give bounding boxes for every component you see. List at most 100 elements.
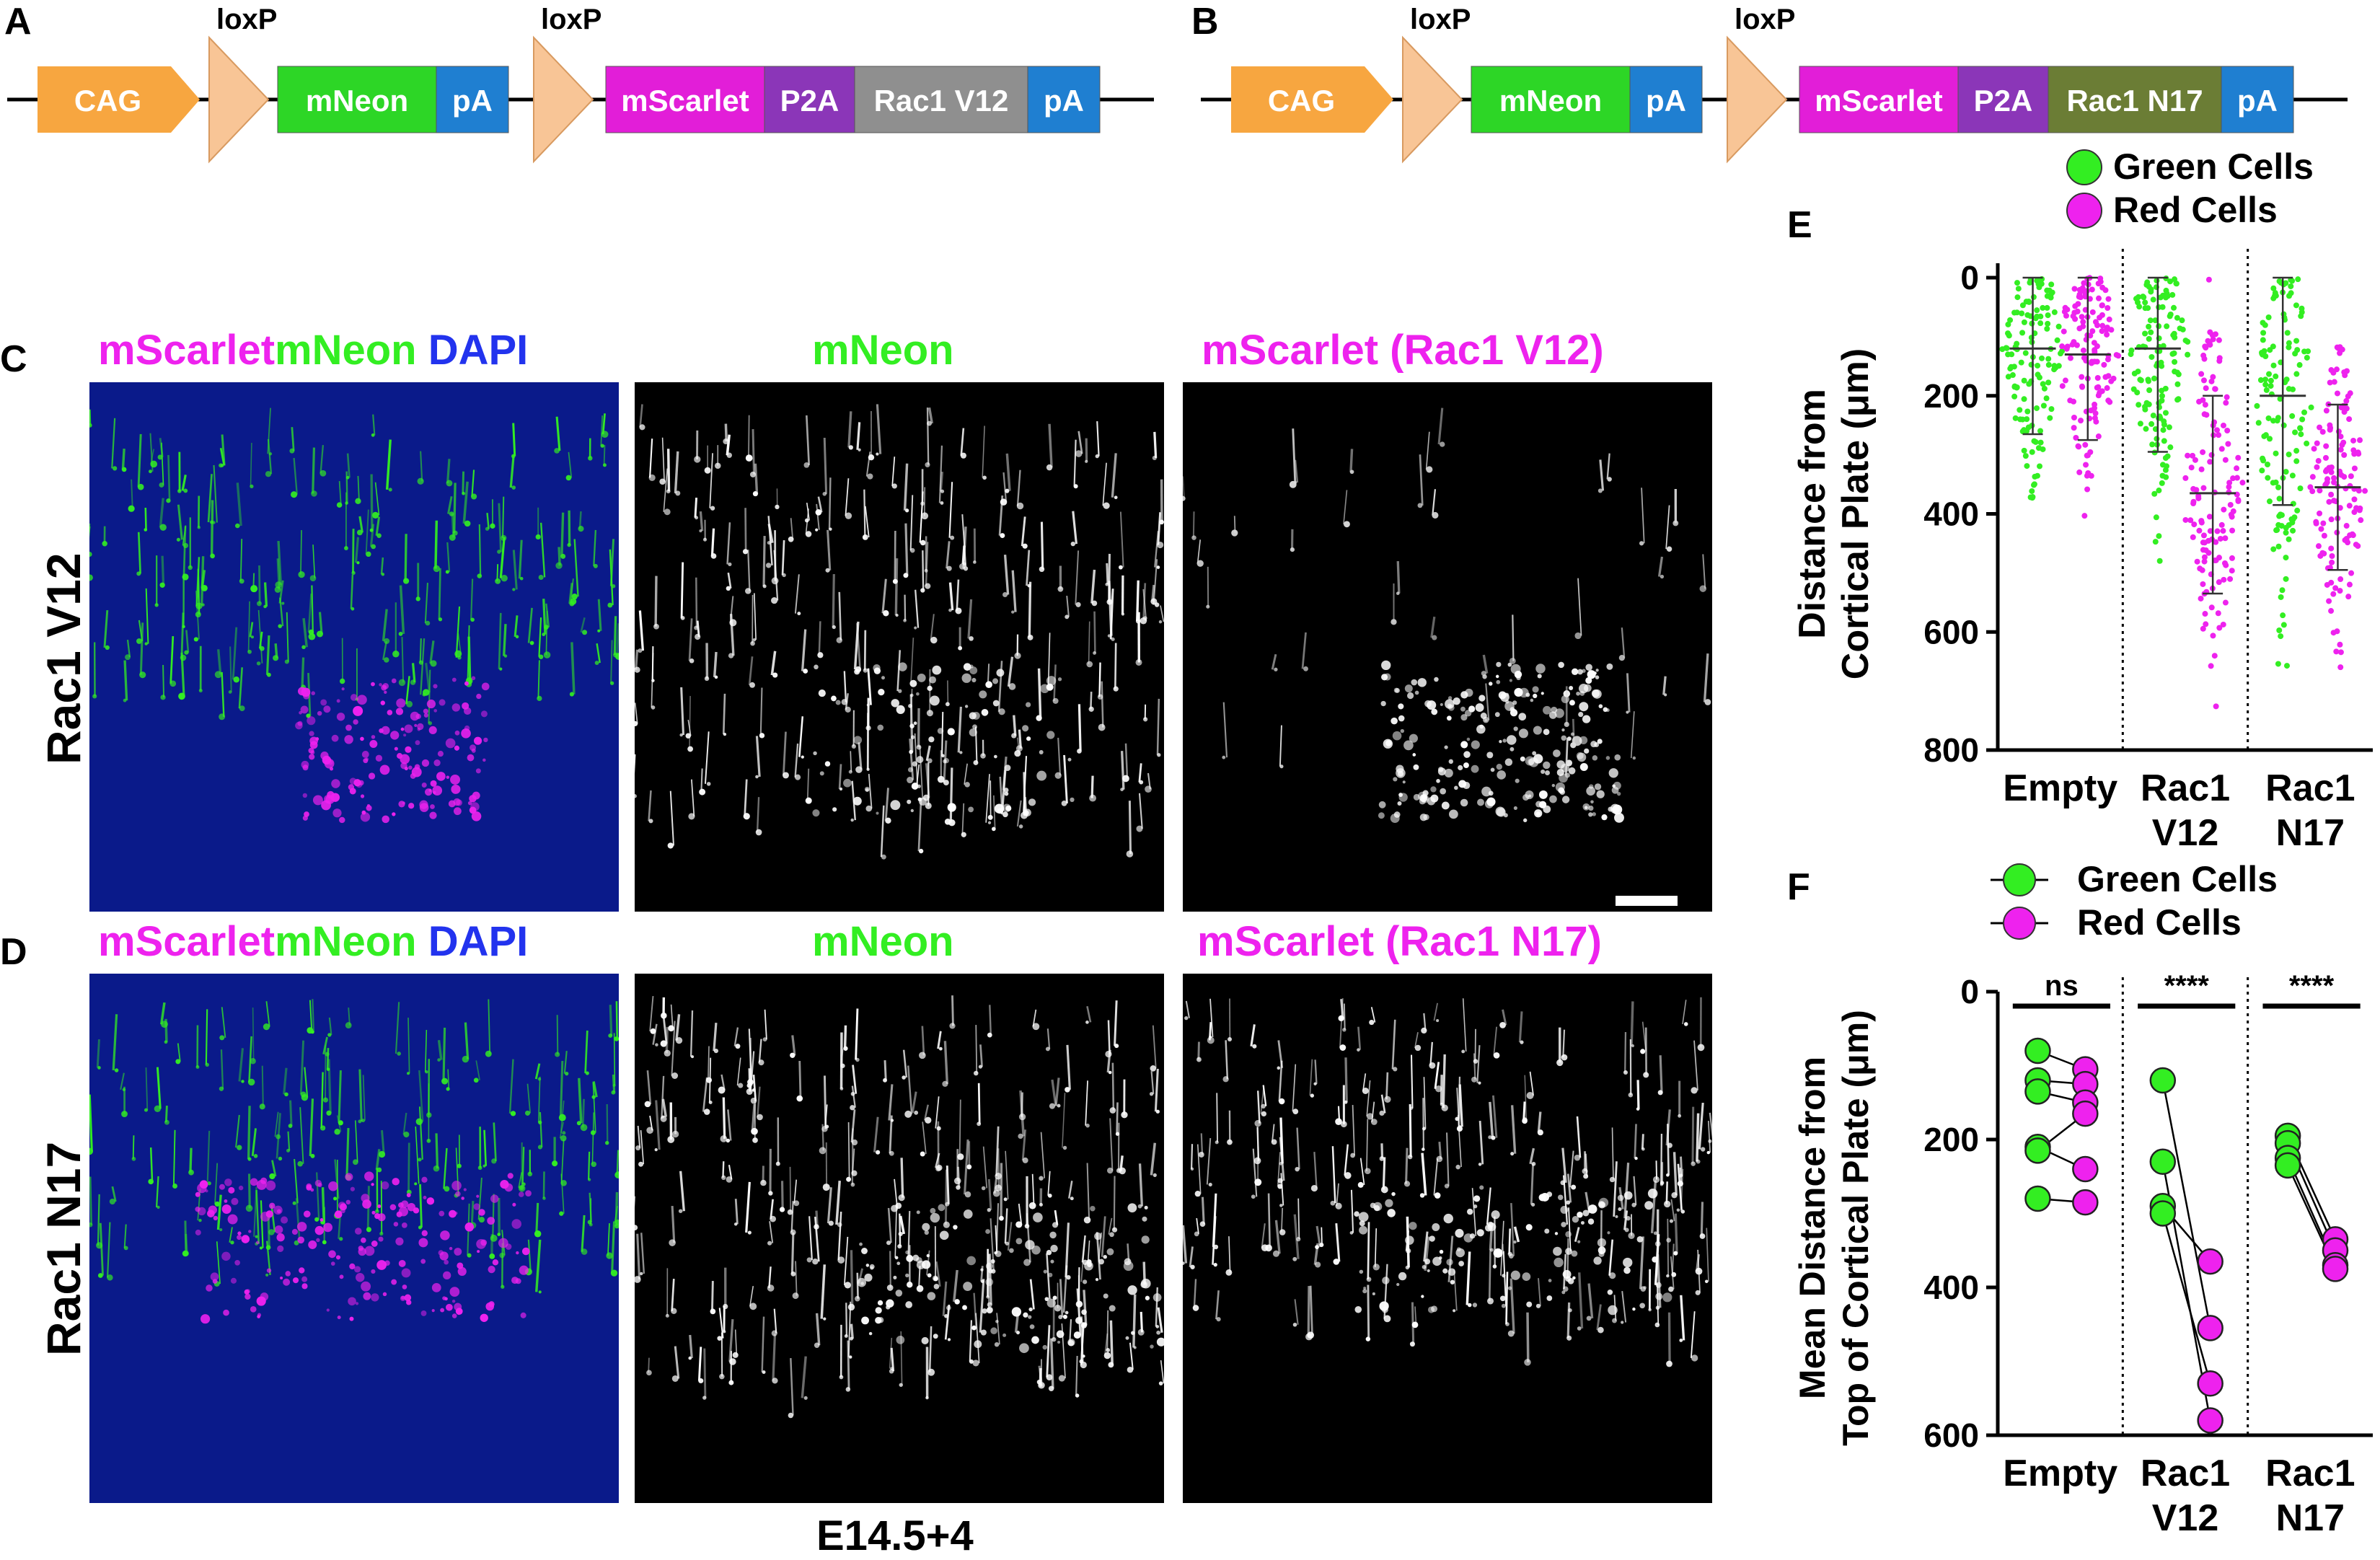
cell-dot	[379, 1231, 384, 1236]
cell-dot	[660, 1040, 667, 1047]
cell-dot	[1623, 1257, 1633, 1268]
neuron-process	[1430, 616, 1436, 638]
neuron-process	[828, 477, 832, 529]
cell-dot	[552, 1160, 558, 1167]
cell-dot	[183, 488, 188, 493]
point-e-1-red	[2216, 432, 2222, 439]
construct-b-element-label-5: Rac1 N17	[2066, 84, 2203, 118]
cell-dot	[1473, 1195, 1481, 1202]
cell-dot	[322, 1097, 329, 1103]
cell-dot	[771, 577, 779, 585]
neuron-process	[773, 550, 779, 601]
cell-dot	[1458, 1261, 1465, 1266]
tick-label-f: 200	[1923, 1121, 1979, 1158]
point-e-0-green	[2039, 355, 2045, 361]
cell-dot	[752, 491, 759, 497]
cell-dot	[340, 1203, 348, 1211]
cell-dot	[909, 723, 914, 728]
neuron-process	[111, 1186, 117, 1202]
cell-dot	[1158, 620, 1163, 624]
cell-dot	[437, 751, 444, 757]
cell-dot	[1431, 708, 1438, 715]
cell-dot	[1561, 735, 1566, 741]
neuron-process	[307, 593, 312, 633]
cell-dot	[1701, 1147, 1706, 1152]
cell-dot	[1049, 1103, 1056, 1109]
cell-dot	[428, 720, 433, 726]
cell-dot	[400, 727, 405, 731]
neuron-process	[1335, 1223, 1341, 1262]
point-e-0-green	[2005, 321, 2011, 327]
construct-b-element-6	[2221, 66, 2294, 133]
cell-dot	[849, 1336, 853, 1341]
cell-dot	[916, 1257, 922, 1264]
point-f-red-1-0	[2197, 1315, 2223, 1341]
neuron-process	[603, 445, 606, 465]
neuron-process	[1051, 1079, 1057, 1106]
cell-dot	[326, 1067, 330, 1071]
point-e-1-red	[2195, 495, 2202, 501]
cell-dot	[457, 1163, 462, 1168]
cell-dot	[445, 570, 449, 574]
cell-dot	[1359, 1225, 1368, 1235]
cell-dot	[1463, 1233, 1473, 1243]
point-e-0-red	[2071, 286, 2078, 292]
point-e-1-red	[2202, 611, 2208, 617]
neuron-process	[1429, 1041, 1433, 1066]
cell-dot	[1660, 1181, 1665, 1185]
cell-dot	[478, 1217, 485, 1223]
neuron-process	[1434, 1062, 1440, 1089]
cell-dot	[519, 1265, 529, 1275]
cell-dot	[1417, 503, 1423, 508]
neuron-process	[1489, 1101, 1494, 1137]
c-merge-title: mScarletmNeon DAPI	[98, 326, 528, 374]
cell-dot	[1466, 1208, 1473, 1215]
cell-dot	[927, 685, 933, 692]
cell-dot	[1660, 574, 1665, 579]
cell-dot	[942, 1080, 948, 1087]
cell-dot	[963, 1282, 973, 1292]
neuron-process	[665, 1026, 669, 1054]
cell-dot	[940, 754, 945, 758]
cell-dot	[710, 1308, 716, 1315]
point-e-1-red	[2190, 452, 2196, 459]
cell-dot	[1541, 769, 1546, 775]
cell-dot	[917, 797, 922, 802]
neuron-process	[121, 449, 125, 470]
neuron-process	[1016, 800, 1022, 827]
cell-dot	[1090, 1205, 1096, 1212]
cell-dot	[499, 667, 503, 671]
cell-dot	[865, 788, 869, 792]
cell-dot	[260, 1177, 268, 1184]
cell-dot	[1624, 1228, 1629, 1233]
cell-dot	[201, 603, 205, 607]
neuron-process	[247, 601, 250, 652]
neuron-process	[499, 537, 506, 578]
cell-dot	[1052, 697, 1059, 704]
neuron-process	[1294, 1299, 1299, 1325]
point-e-1-red	[2234, 475, 2240, 481]
neuron-process	[1587, 1283, 1594, 1319]
cell-dot	[369, 528, 374, 532]
point-e-1-green	[2152, 317, 2159, 324]
cell-dot	[1142, 1216, 1147, 1222]
neuron-process	[1596, 1304, 1602, 1331]
cell-dot	[819, 1147, 827, 1155]
cell-dot	[464, 725, 470, 731]
neuron-process	[1659, 1055, 1663, 1093]
point-e-0-green	[2007, 317, 2014, 323]
cell-dot	[699, 529, 702, 533]
cell-dot	[878, 689, 885, 696]
neuron-process	[1665, 505, 1670, 550]
cell-dot	[947, 803, 956, 812]
cell-dot	[381, 684, 387, 691]
cell-dot	[105, 645, 110, 651]
cell-dot	[1009, 1248, 1014, 1253]
cell-dot	[935, 1164, 943, 1171]
cell-dot	[929, 676, 937, 684]
cell-dot	[1505, 1322, 1509, 1326]
neuron-process	[1340, 999, 1344, 1019]
point-e-0-green	[2019, 310, 2025, 317]
neuron-process	[838, 764, 842, 790]
point-e-2-red	[2309, 474, 2316, 480]
